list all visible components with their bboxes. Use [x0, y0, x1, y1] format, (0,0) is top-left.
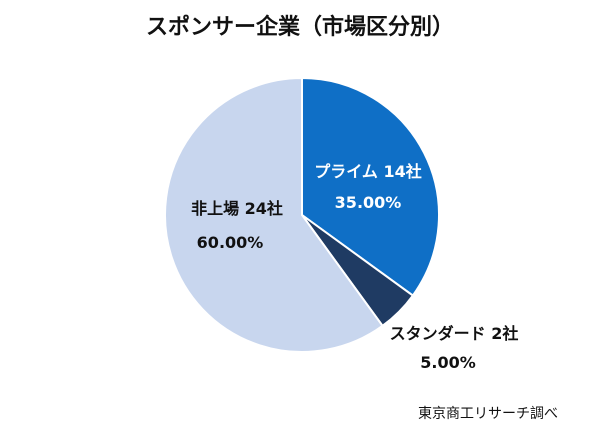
chart-title: スポンサー企業（市場区分別） [146, 14, 454, 40]
slice-percent-unlisted: 60.00% [197, 233, 264, 252]
slice-percent-prime: 35.00% [335, 193, 402, 212]
slice-label-prime: プライム 14社 [314, 162, 422, 181]
pie-slice-unlisted [164, 76, 384, 353]
slice-percent-standard: 5.00% [420, 353, 476, 372]
slice-label-standard: スタンダード 2社 [390, 324, 519, 343]
pie-slice-prime [301, 76, 440, 297]
source-note: 東京商工リサーチ調べ [418, 406, 558, 422]
slice-label-unlisted: 非上場 24社 [191, 199, 283, 218]
pie-slices [164, 76, 440, 353]
